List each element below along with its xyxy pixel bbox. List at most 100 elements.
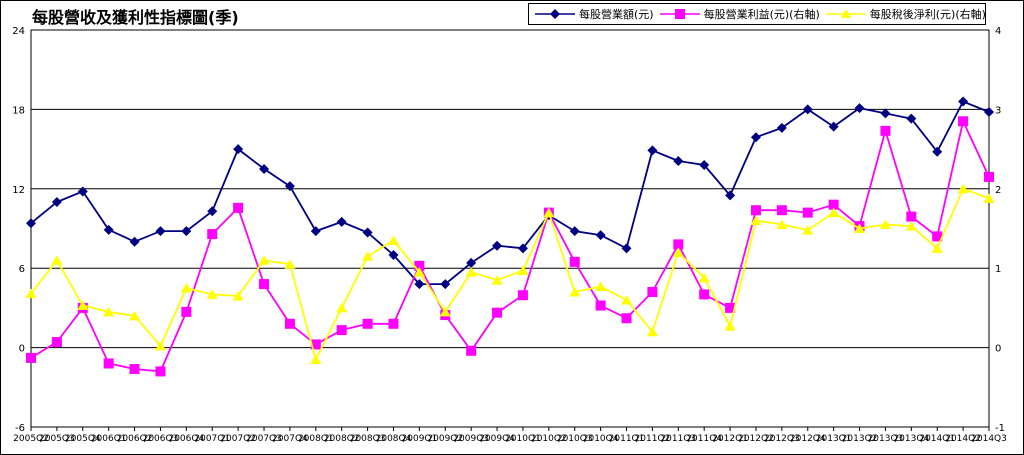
data-point bbox=[905, 221, 917, 231]
data-point bbox=[828, 199, 839, 210]
legend-item-net-profit: 每股稅後淨利(元)(右軸) bbox=[825, 6, 986, 22]
data-point bbox=[647, 287, 658, 298]
legend-label-operating-profit: 每股營業利益(元)(右軸) bbox=[703, 8, 820, 21]
x-tick-label: 2006Q2 bbox=[117, 434, 153, 444]
data-point bbox=[362, 318, 373, 329]
right-axis-tick-label: 3 bbox=[995, 105, 1001, 116]
data-point bbox=[958, 96, 969, 107]
data-point bbox=[51, 255, 63, 265]
data-point bbox=[232, 290, 244, 301]
x-tick-label: 2006Q3 bbox=[143, 434, 179, 444]
x-tick-label: 2008Q1 bbox=[298, 434, 334, 444]
data-point bbox=[543, 207, 555, 218]
data-point bbox=[672, 247, 684, 257]
data-point bbox=[388, 249, 399, 260]
data-point bbox=[155, 226, 166, 237]
data-point bbox=[750, 132, 761, 143]
right-axis-tick-label: 1 bbox=[995, 264, 1001, 275]
data-point bbox=[206, 289, 218, 299]
legend-swatch-operating-profit bbox=[659, 9, 700, 19]
data-point bbox=[284, 259, 296, 269]
data-point bbox=[802, 104, 813, 115]
data-point bbox=[51, 337, 62, 348]
data-point bbox=[802, 207, 813, 218]
data-point bbox=[26, 352, 36, 363]
data-point bbox=[336, 302, 348, 313]
x-tick-label: 2006Q1 bbox=[91, 434, 127, 444]
data-point bbox=[724, 321, 736, 331]
data-point bbox=[725, 302, 736, 313]
data-point bbox=[906, 113, 917, 124]
legend-swatch-revenue bbox=[535, 9, 575, 19]
data-point bbox=[155, 366, 166, 377]
data-point bbox=[699, 289, 710, 300]
plot-area bbox=[30, 29, 990, 428]
x-tick-label: 2012Q1 bbox=[712, 434, 748, 444]
data-point bbox=[621, 243, 632, 254]
x-tick-label: 2012Q3 bbox=[764, 434, 800, 444]
data-point bbox=[284, 181, 295, 192]
legend-item-revenue: 每股營業額(元) bbox=[535, 6, 654, 22]
data-point bbox=[621, 313, 632, 324]
x-tick-label: 2007Q4 bbox=[272, 434, 308, 444]
data-point bbox=[776, 219, 788, 230]
data-point bbox=[103, 358, 114, 369]
data-point bbox=[931, 243, 943, 253]
data-point bbox=[880, 125, 891, 136]
data-point bbox=[957, 183, 969, 194]
data-point bbox=[259, 279, 270, 290]
left-axis-tick-label: 6 bbox=[19, 264, 25, 275]
data-point bbox=[77, 300, 89, 311]
data-point bbox=[233, 144, 244, 155]
data-point bbox=[699, 159, 710, 170]
data-point bbox=[207, 229, 218, 240]
data-point bbox=[725, 190, 736, 201]
left-axis-tick-label: -6 bbox=[15, 423, 25, 434]
data-point bbox=[25, 288, 37, 299]
data-point bbox=[595, 281, 607, 291]
data-point bbox=[388, 318, 399, 329]
data-point bbox=[984, 107, 994, 118]
data-point bbox=[984, 171, 994, 182]
data-point bbox=[51, 197, 62, 208]
data-point bbox=[492, 240, 503, 251]
data-point bbox=[129, 236, 140, 247]
x-tick-label: 2013Q1 bbox=[816, 434, 852, 444]
right-axis-tick-label: 2 bbox=[995, 185, 1001, 196]
x-tick-label: 2011Q4 bbox=[686, 434, 722, 444]
x-tick-label: 2014Q1 bbox=[919, 434, 955, 444]
right-axis-tick-label: 0 bbox=[995, 344, 1001, 355]
data-point bbox=[932, 146, 943, 157]
x-tick-label: 2009Q3 bbox=[453, 434, 489, 444]
data-point bbox=[880, 108, 891, 119]
data-point bbox=[569, 226, 580, 237]
data-point bbox=[413, 267, 425, 277]
data-point bbox=[776, 205, 787, 216]
x-tick-label: 2014Q3 bbox=[971, 434, 1007, 444]
series-line bbox=[30, 100, 990, 286]
data-point bbox=[879, 219, 891, 230]
x-tick-label: 2011Q2 bbox=[635, 434, 671, 444]
data-point bbox=[906, 211, 917, 222]
data-point bbox=[646, 326, 658, 337]
x-tick-label: 2005Q3 bbox=[39, 434, 75, 444]
data-point bbox=[802, 225, 814, 235]
data-point bbox=[595, 300, 606, 311]
x-tick-label: 2011Q3 bbox=[660, 434, 696, 444]
data-point bbox=[362, 251, 374, 261]
x-tick-label: 2012Q2 bbox=[738, 434, 774, 444]
left-axis-tick-label: 24 bbox=[12, 26, 25, 37]
x-tick-label: 2008Q2 bbox=[324, 434, 360, 444]
data-point bbox=[154, 341, 166, 351]
x-tick-label: 2010Q3 bbox=[557, 434, 593, 444]
legend-label-net-profit: 每股稅後淨利(元)(右軸) bbox=[869, 8, 986, 21]
data-point bbox=[569, 287, 581, 297]
x-tick-label: 2010Q1 bbox=[505, 434, 541, 444]
data-point bbox=[854, 103, 865, 114]
left-axis-tick-label: 12 bbox=[12, 185, 25, 196]
data-point bbox=[129, 364, 140, 375]
data-point bbox=[517, 243, 528, 254]
data-point bbox=[698, 272, 710, 283]
data-point bbox=[958, 116, 969, 127]
